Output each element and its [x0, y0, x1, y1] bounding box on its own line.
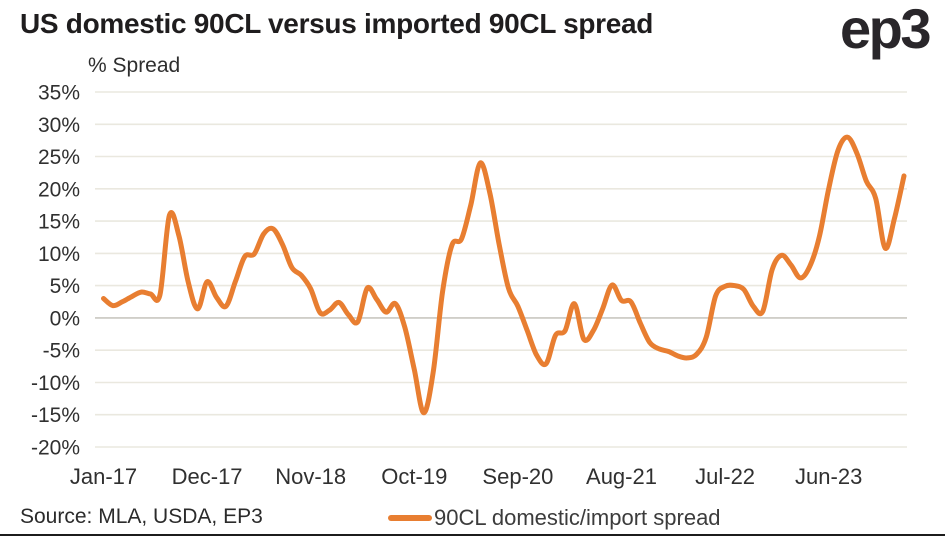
line-chart: 35% 30% 25% 20% 15% 10% 5% 0% -5% -10% -15% -20% Jan… [31, 82, 907, 489]
y-tick-label: -15% [31, 404, 80, 427]
spread-line-series [101, 134, 907, 416]
y-tick-label: 0% [50, 307, 80, 330]
x-tick-label: Oct-19 [381, 464, 447, 489]
y-tick-label: 35% [38, 82, 80, 105]
legend: 90CL domestic/import spread [388, 505, 721, 531]
y-tick-label: 10% [38, 243, 80, 266]
y-tick-label: 25% [38, 146, 80, 169]
x-tick-label: Jan-17 [70, 464, 137, 489]
bottom-border [0, 534, 945, 536]
y-tick-label: 20% [38, 178, 80, 201]
x-tick-label: Dec-17 [172, 464, 243, 489]
x-tick-label: Jun-23 [795, 464, 862, 489]
ep3-logo: ep3 [840, 0, 932, 60]
page-title: US domestic 90CL versus imported 90CL sp… [20, 8, 654, 39]
x-tick-label: Aug-21 [586, 464, 657, 489]
y-tick-label: -5% [43, 340, 80, 363]
x-tick-label: Sep-20 [482, 464, 553, 489]
y-tick-label: 30% [38, 114, 80, 137]
y-tick-label: 5% [50, 275, 80, 298]
legend-label: 90CL domestic/import spread [434, 505, 721, 530]
x-tick-label: Nov-18 [275, 464, 346, 489]
legend-line-swatch [388, 515, 432, 521]
source-note: Source: MLA, USDA, EP3 [20, 505, 263, 528]
y-tick-label: -10% [31, 372, 80, 395]
y-tick-label: -20% [31, 437, 80, 460]
x-tick-label: Jul-22 [695, 464, 755, 489]
y-tick-label: 15% [38, 211, 80, 234]
y-axis-label: % Spread [88, 54, 181, 77]
